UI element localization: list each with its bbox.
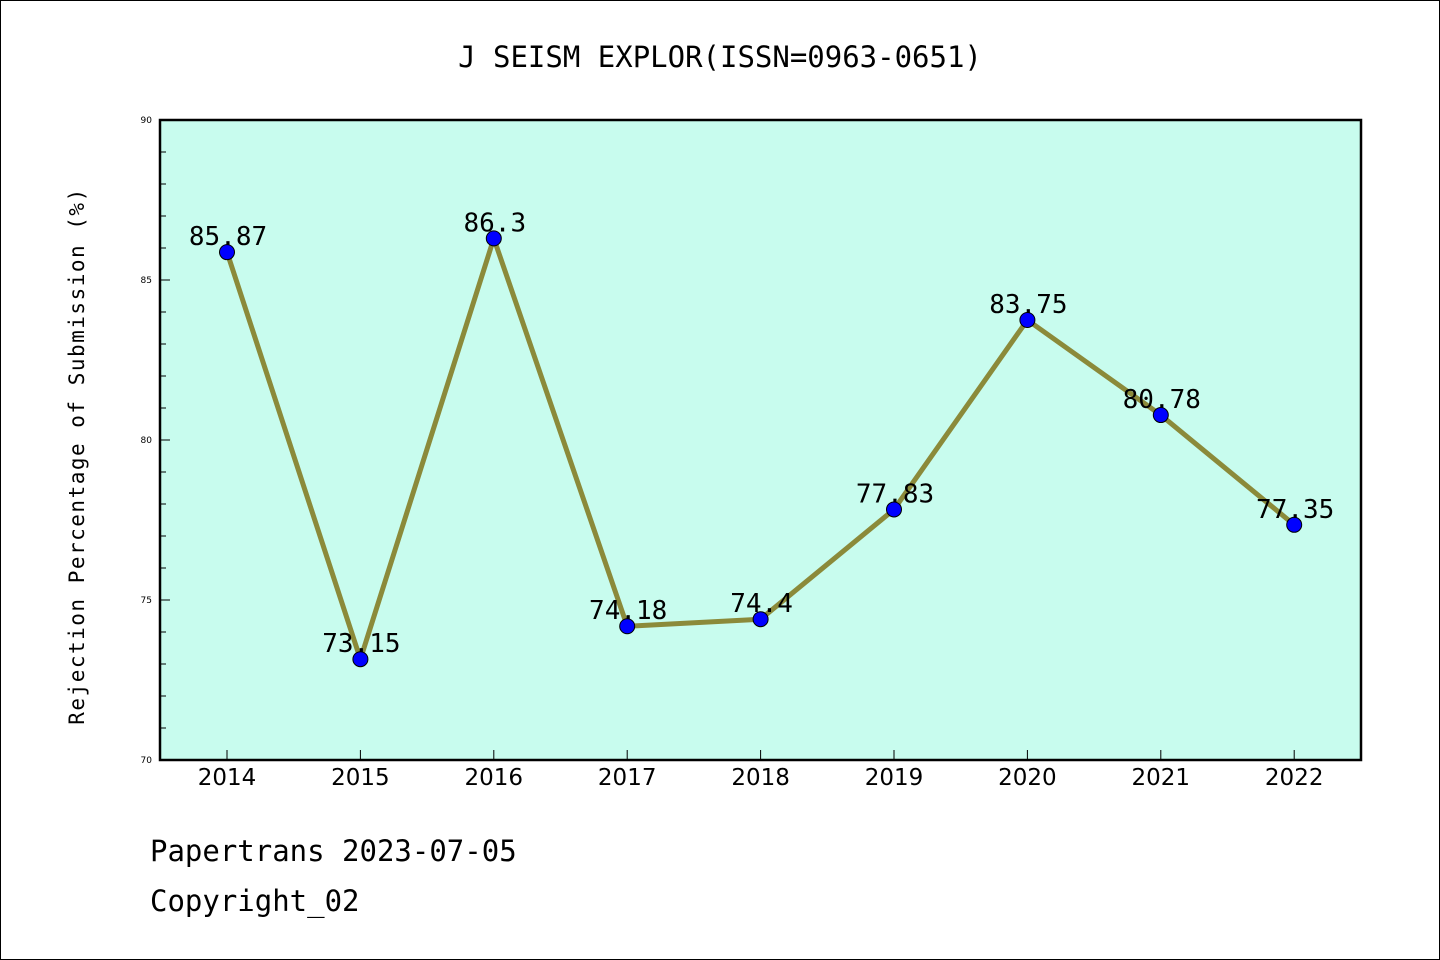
x-tick-label: 2019 — [865, 765, 924, 791]
x-tick-label: 2017 — [598, 765, 657, 791]
data-label: 77.83 — [856, 479, 934, 509]
data-label: 80.78 — [1123, 385, 1201, 415]
data-point — [485, 230, 502, 247]
x-tick-label: 2015 — [331, 765, 390, 791]
series-points-layer — [219, 230, 1303, 668]
plot-border — [158, 118, 1363, 762]
data-label: 77.35 — [1256, 495, 1334, 525]
x-tick-label: 2021 — [1132, 765, 1191, 791]
data-labels-layer: 85.87 73.15 86.3 74.18 74.4 77.83 83.75 80.78 77… — [189, 208, 1334, 659]
data-point — [1286, 516, 1303, 533]
y-tick-label: 90 — [141, 116, 153, 126]
chart-title: J SEISM EXPLOR(ISSN=0963-0651) — [458, 40, 982, 74]
y-tick-label: 70 — [141, 756, 153, 766]
data-label: 74.4 — [730, 589, 793, 619]
footer-date-text: Papertrans 2023-07-05 — [150, 834, 517, 868]
data-label: 86.3 — [463, 208, 526, 238]
x-tick-label: 2014 — [198, 765, 257, 791]
data-point — [886, 501, 902, 518]
y-axis-label: Rejection Percentage of Submission (%) — [65, 187, 89, 724]
data-label: 74.18 — [589, 596, 667, 626]
x-tick-label: 2016 — [465, 765, 524, 791]
data-label: 83.75 — [989, 290, 1067, 320]
footer-copyright-text: Copyright_02 — [150, 884, 360, 918]
data-point — [1152, 407, 1169, 424]
y-tick-label: 80 — [141, 436, 153, 446]
data-point — [752, 611, 769, 628]
y-tick-label: 85 — [141, 276, 152, 286]
y-tick-label: 75 — [141, 596, 152, 606]
x-tick-label: 2020 — [998, 765, 1057, 791]
data-point — [219, 244, 235, 261]
data-point — [619, 618, 636, 635]
axis-ticks: 70 75 80 85 90 2014 2015 2016 2017 2018 2019 2020 20… — [141, 116, 1324, 791]
data-label: 73.15 — [322, 629, 400, 659]
data-label: 85.87 — [189, 222, 267, 252]
data-point — [352, 651, 369, 668]
x-tick-label: 2018 — [731, 765, 790, 791]
data-point — [1019, 312, 1036, 328]
x-tick-label: 2022 — [1265, 765, 1324, 791]
plot-area — [160, 120, 1361, 760]
